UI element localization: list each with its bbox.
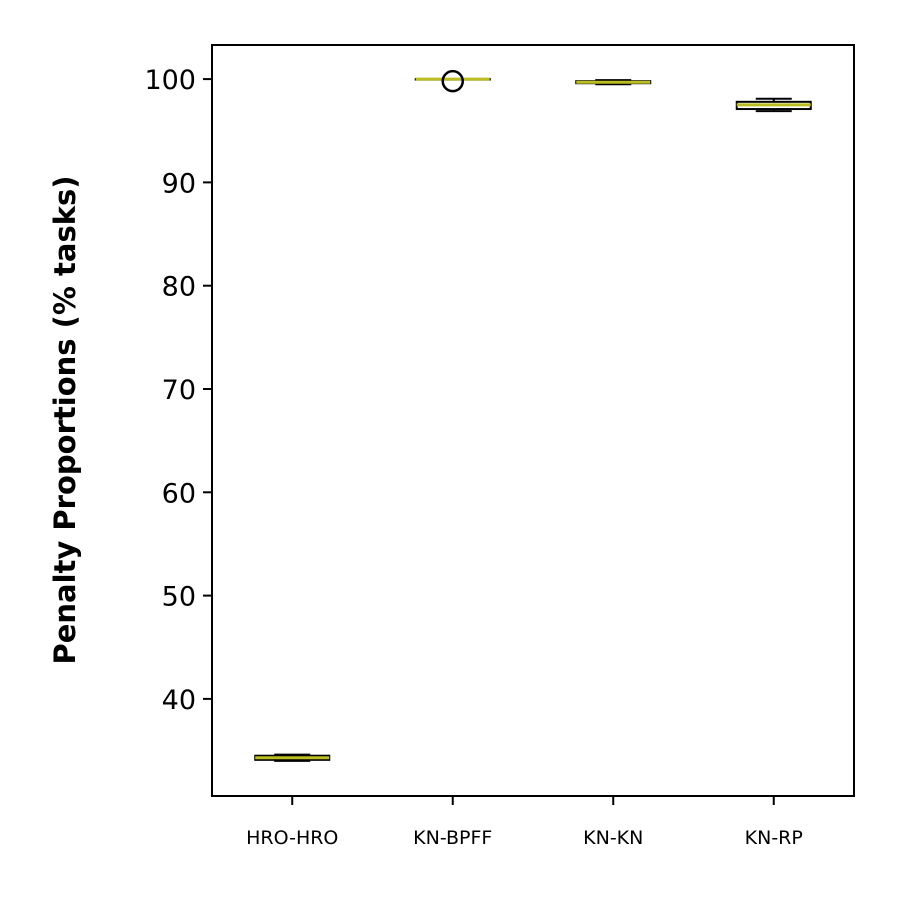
y-tick-label: 90 <box>162 168 196 199</box>
y-tick-label: 50 <box>162 582 196 613</box>
y-axis: 40 50 60 70 80 90 100 <box>144 65 212 716</box>
box-kn-kn <box>575 79 652 86</box>
box-kn-rp <box>735 97 812 113</box>
x-tick-label: HRO-HRO <box>246 827 338 849</box>
plot-marks <box>254 69 812 762</box>
plot-frame <box>211 44 855 797</box>
box-hro-hro <box>254 753 331 762</box>
x-tick-label: KN-KN <box>583 827 643 849</box>
box-kn-bpff <box>414 69 491 93</box>
x-tick-label: KN-RP <box>745 827 803 849</box>
y-tick-label: 100 <box>144 65 196 96</box>
y-axis-title: Penalty Proportions (% tasks) <box>48 175 82 664</box>
x-axis: HRO-HRO KN-BPFF KN-KN KN-RP <box>246 796 803 849</box>
outlier-point <box>441 69 464 93</box>
y-tick-label: 80 <box>162 272 196 303</box>
y-tick-label: 40 <box>162 685 196 716</box>
y-tick-label: 70 <box>162 375 196 406</box>
x-tick-label: KN-BPFF <box>413 827 492 849</box>
y-tick-label: 60 <box>162 478 196 509</box>
